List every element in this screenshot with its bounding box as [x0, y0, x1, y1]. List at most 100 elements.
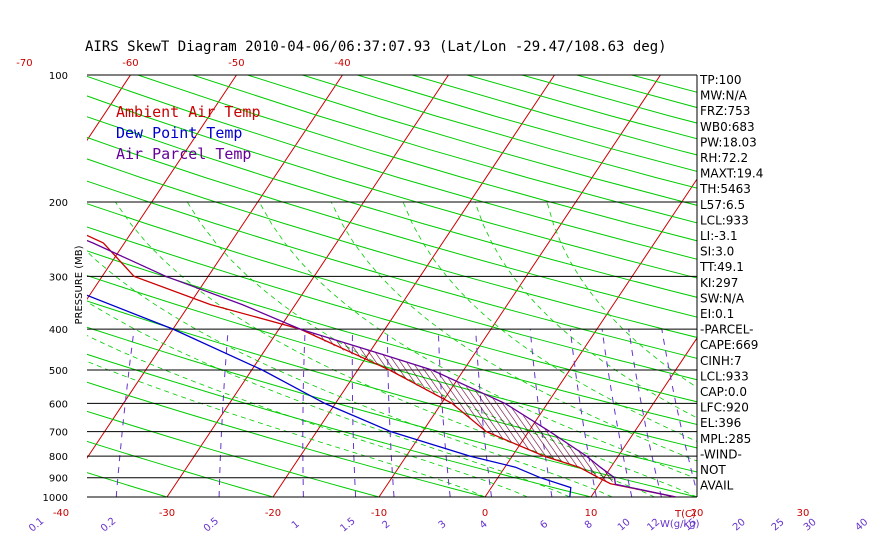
mixing-ratio-tick: 1: [290, 519, 302, 532]
mixing-ratio-line: [115, 329, 135, 497]
dewpoint-line: [87, 294, 572, 497]
dry-adiabat: [87, 116, 697, 298]
sidebar-index-label: LFC:920: [700, 401, 749, 415]
sidebar-index-label: EL:396: [700, 416, 741, 430]
sidebar-index-label: TP:100: [699, 73, 742, 87]
dry-adiabat: [87, 203, 697, 381]
mixing-ratio-tick: 20: [731, 517, 748, 534]
dry-adiabat: [137, 75, 697, 242]
bottom-temp-tick: 0: [482, 508, 488, 519]
isotherm-line: [87, 75, 237, 301]
sidebar-index-label: MAXT:19.4: [700, 167, 763, 181]
mixing-ratio-tick: 4: [478, 519, 490, 532]
top-temp-tick: -70: [16, 58, 32, 69]
temp-unit-label: T(C): [674, 509, 696, 520]
isotherm-line: [590, 337, 697, 497]
sidebar-index-label: FRZ:753: [700, 104, 750, 118]
top-temp-tick: -50: [228, 58, 244, 69]
pressure-tick-label: 900: [49, 474, 68, 485]
y-axis-label: PRESSURE (MB): [74, 245, 85, 324]
dry-adiabat: [87, 326, 697, 497]
dry-adiabat: [87, 381, 488, 497]
pressure-tick-label: 400: [49, 325, 68, 336]
legend-item: Air Parcel Temp: [116, 145, 251, 163]
dry-adiabat: [87, 75, 697, 260]
mixing-ratio-tick: 2: [380, 519, 392, 532]
sidebar-index-label: WB0:683: [700, 120, 755, 134]
sidebar-index-label: CINH:7: [700, 354, 742, 368]
bottom-temp-tick: -20: [265, 508, 281, 519]
legend-item: Ambient Air Temp: [116, 103, 261, 121]
mixing-ratio-tick: 10: [616, 517, 633, 534]
dry-adiabat: [87, 158, 697, 338]
pressure-tick-label: 500: [49, 366, 68, 377]
pressure-tick-label: 600: [49, 399, 68, 410]
dry-adiabat: [87, 95, 697, 279]
moist-adiabat: [546, 201, 697, 388]
legend-item: Dew Point Temp: [116, 124, 242, 142]
sidebar-index-label: -PARCEL-: [700, 323, 754, 337]
sidebar-index-label: CAP:0.0: [700, 385, 747, 399]
sidebar-index-label: -WIND-: [700, 447, 742, 461]
mixing-ratio-tick: 25: [770, 517, 787, 534]
bottom-temp-tick: 30: [797, 508, 810, 519]
mixing-ratio-line: [44, 329, 68, 497]
dry-adiabat: [87, 136, 697, 318]
dry-adiabat: [87, 353, 594, 497]
legend: Ambient Air Temp Dew Point Temp Air Parcel…: [116, 103, 261, 163]
sounding-curves: [87, 234, 676, 497]
sidebar-index-label: TH:5463: [699, 182, 751, 196]
mixing-ratio-line: [769, 329, 818, 497]
mixing-ratio-tick: 8: [583, 519, 595, 532]
top-temp-tick: -40: [334, 58, 350, 69]
moist-adiabat: [87, 361, 486, 497]
dry-adiabat: [87, 410, 381, 497]
axis-ticks: 1002003004005006007008009001000-50-40-30…: [16, 58, 870, 535]
mixing-ratio-tick: 3: [437, 519, 449, 532]
moist-adiabat: [258, 201, 697, 480]
sidebar-index-label: SI:3.0: [700, 245, 734, 259]
dry-adiabat: [87, 440, 275, 497]
mixing-ratio-tick: 0.5: [202, 516, 221, 535]
mixing-ratio-line: [437, 329, 451, 497]
isotherm-line: [0, 75, 24, 497]
dry-adiabat: [87, 180, 697, 359]
pressure-tick-label: 1000: [43, 493, 68, 504]
mixing-ratio-tick: 30: [802, 517, 819, 534]
bottom-temp-tick: -10: [371, 508, 387, 519]
dry-adiabat: [87, 226, 697, 403]
sidebar-index-label: RH:72.2: [700, 151, 748, 165]
sidebar-index-label: LI:-3.1: [700, 229, 738, 243]
isotherm-line: [87, 75, 343, 459]
sidebar-index-label: MPL:285: [700, 432, 751, 446]
mixing-ratio-tick: 0.2: [99, 516, 118, 535]
sidebar-index-label: LCL:933: [700, 213, 749, 227]
sidebar-index-label: L57:6.5: [700, 198, 745, 212]
mixing-ratio-tick: 40: [854, 517, 870, 534]
moist-adiabat: [402, 201, 697, 442]
isotherm-line: [803, 75, 870, 497]
moist-adiabat: [87, 251, 613, 497]
sidebar-index-label: KI:297: [700, 276, 738, 290]
bottom-temp-tick: 10: [585, 508, 598, 519]
mixing-ratio-line: [815, 329, 870, 497]
mixing-ratio-tick: 1.5: [338, 516, 357, 535]
dry-adiabat: [412, 75, 697, 156]
pressure-tick-label: 700: [49, 428, 68, 439]
pressure-tick-label: 300: [49, 272, 68, 283]
isotherm-line: [378, 75, 661, 497]
sidebar-index-label: CAPE:669: [700, 338, 758, 352]
moist-adiabat: [87, 301, 570, 497]
isobars: [87, 74, 698, 498]
top-temp-tick: -60: [122, 58, 138, 69]
sidebar-index-label: SW:N/A: [700, 291, 745, 305]
sidebar-index-label: EI:0.1: [700, 307, 734, 321]
bottom-temp-tick: -30: [159, 508, 175, 519]
pressure-tick-label: 100: [49, 71, 68, 82]
chart-title: AIRS SkewT Diagram 2010-04-06/06:37:07.9…: [85, 39, 667, 55]
sidebar-index-label: NOT: [700, 463, 726, 477]
dry-adiabat: [357, 75, 697, 172]
isotherm-line: [166, 75, 449, 497]
